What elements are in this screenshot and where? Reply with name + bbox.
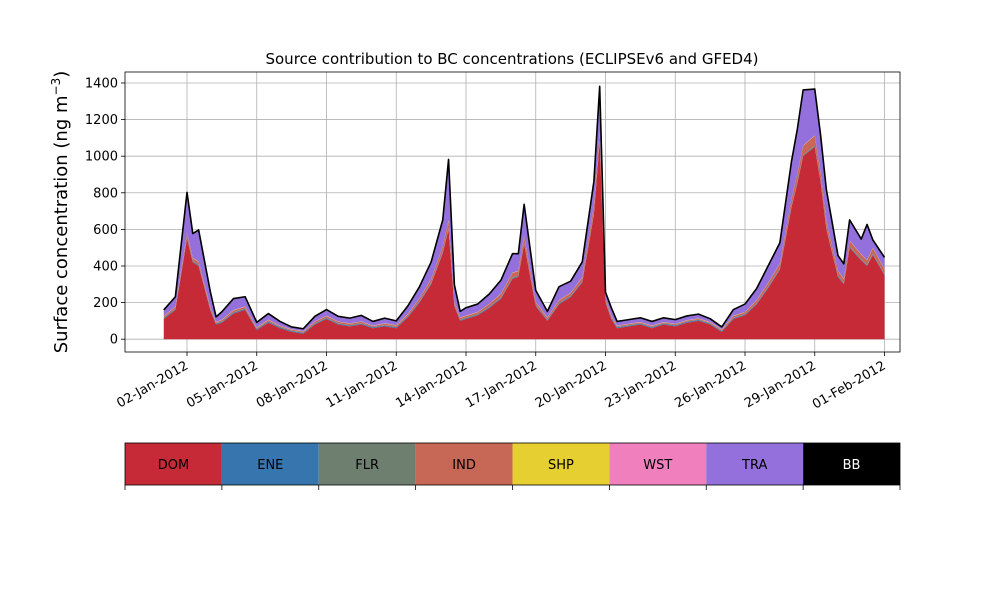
series-area-dom xyxy=(163,141,885,340)
legend-label-shp: SHP xyxy=(548,458,574,473)
y-axis-label: Surface concentration (ng m−3) xyxy=(49,71,72,354)
legend-label-dom: DOM xyxy=(158,458,189,473)
y-axis-label-sup: −3 xyxy=(49,78,63,96)
y-axis: 0 200 400 600 800 1000 1200 1400 xyxy=(85,76,125,348)
legend-label-ene: ENE xyxy=(257,458,283,473)
y-tick-label: 400 xyxy=(93,259,118,274)
chart-title: Source contribution to BC concentrations… xyxy=(265,50,758,68)
legend-swatch-bb xyxy=(803,443,900,485)
y-axis-label-main: Surface concentration (ng m xyxy=(51,95,72,353)
legend-swatch-ene xyxy=(221,443,319,485)
y-tick-label: 800 xyxy=(93,186,118,201)
legend-label-wst: WST xyxy=(643,458,672,473)
plot-frame xyxy=(124,71,901,353)
series-line-bb xyxy=(163,85,886,330)
legend-swatch-tra xyxy=(706,443,804,485)
legend-label-flr: FLR xyxy=(355,458,379,473)
plot-border xyxy=(124,71,901,353)
legend-swatch-dom xyxy=(125,443,222,485)
legend-swatch-flr xyxy=(318,443,416,485)
y-tick-label: 0 xyxy=(110,333,118,348)
legend-label-tra: TRA xyxy=(741,458,767,473)
y-tick-label: 600 xyxy=(93,223,118,238)
legend-swatch-ind xyxy=(415,443,513,485)
y-tick-label: 1400 xyxy=(85,76,118,91)
legend-label-bb: BB xyxy=(843,458,861,473)
y-tick-label: 200 xyxy=(93,296,118,311)
legend-swatch-wst xyxy=(609,443,707,485)
legend-label-ind: IND xyxy=(452,458,476,473)
y-tick-label: 1200 xyxy=(85,113,118,128)
area-stack xyxy=(163,85,886,340)
y-tick-label: 1000 xyxy=(85,150,118,165)
y-axis-label-tail: ) xyxy=(51,71,72,78)
legend-swatch-shp xyxy=(512,443,610,485)
legend-colorbar: DOM ENE FLR IND SHP WST TRA BB xyxy=(124,442,901,490)
